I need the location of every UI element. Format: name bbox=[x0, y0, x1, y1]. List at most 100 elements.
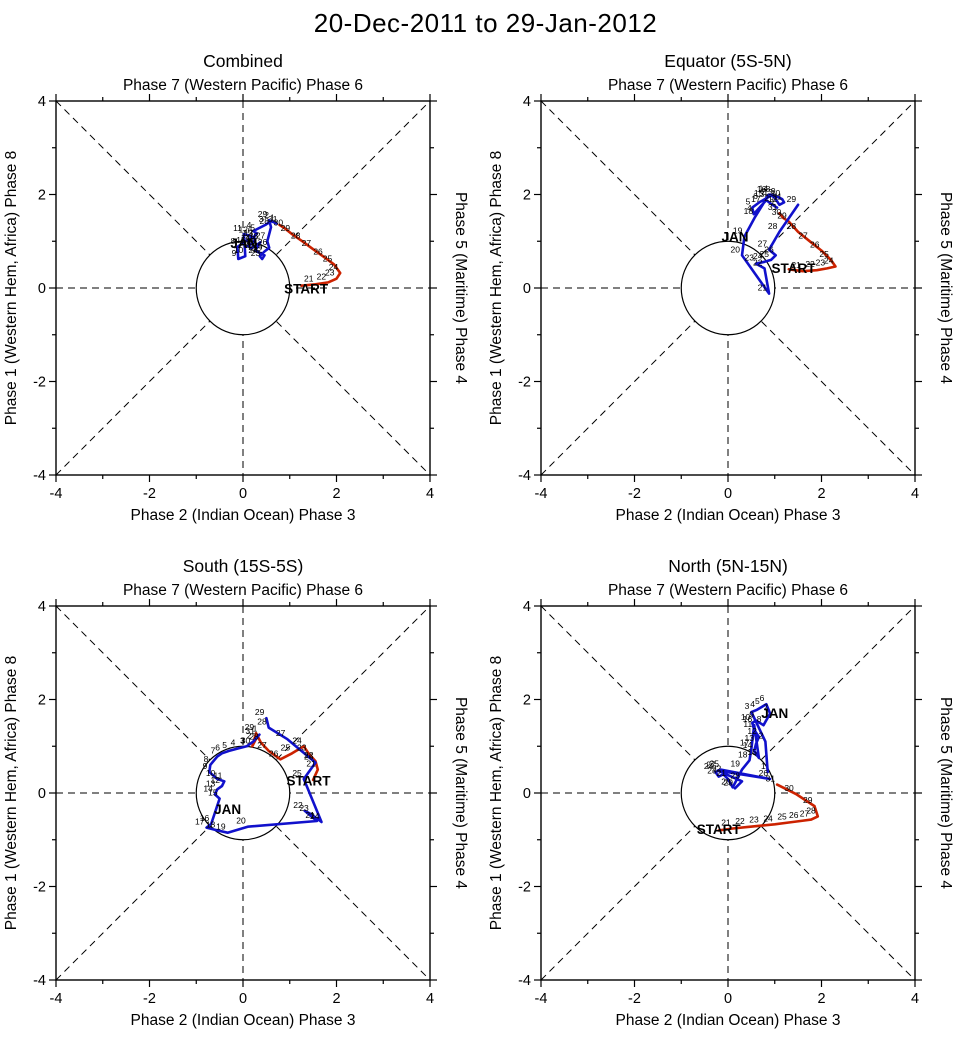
day-label: 29 bbox=[245, 722, 255, 732]
x-tick-label: 2 bbox=[332, 486, 340, 502]
day-label: 22 bbox=[735, 816, 745, 826]
y-tick-label: -4 bbox=[518, 468, 531, 484]
day-label: 14 bbox=[759, 184, 769, 194]
day-label: 21 bbox=[717, 768, 727, 778]
y-tick-label: 4 bbox=[523, 94, 531, 110]
x-tick-label: -2 bbox=[143, 991, 156, 1007]
day-label: 24 bbox=[763, 813, 773, 823]
day-label: 2 bbox=[764, 193, 769, 203]
day-label: 5 bbox=[222, 740, 227, 750]
day-label: 15 bbox=[208, 788, 218, 798]
day-label: 24 bbox=[329, 262, 339, 272]
x-tick-label: 2 bbox=[332, 991, 340, 1007]
panel-title: Combined bbox=[203, 51, 283, 71]
day-label: 1 bbox=[770, 197, 775, 207]
day-label: 4 bbox=[231, 738, 236, 748]
day-label: 28 bbox=[257, 717, 267, 727]
day-label: 27 bbox=[800, 809, 810, 819]
day-label: 26 bbox=[759, 768, 769, 778]
x-tick-label: -4 bbox=[50, 991, 63, 1007]
day-label: 11 bbox=[743, 719, 752, 729]
day-label: 4 bbox=[247, 220, 252, 230]
day-label: 19 bbox=[216, 822, 226, 832]
day-label: 25 bbox=[323, 254, 333, 264]
day-label: 6 bbox=[247, 226, 252, 236]
phase-space-plot: Equator (5S-5N) Phase 7 (Western Pacific)… bbox=[488, 51, 954, 524]
x-tick-label: -2 bbox=[628, 991, 641, 1007]
page-title: 20-Dec-2011 to 29-Jan-2012 bbox=[313, 8, 658, 38]
day-label: 6 bbox=[753, 191, 758, 201]
day-label: 14 bbox=[203, 783, 213, 793]
y-tick-label: 0 bbox=[523, 281, 531, 297]
trajectory-december bbox=[717, 783, 820, 832]
panel-north: North (5N-15N) Phase 7 (Western Pacific) … bbox=[485, 546, 970, 1051]
day-label: 2 bbox=[759, 731, 764, 741]
day-label: 26 bbox=[764, 244, 774, 254]
day-label: 7 bbox=[242, 228, 247, 238]
day-label: 8 bbox=[757, 714, 762, 724]
y-tick-label: -4 bbox=[518, 973, 531, 989]
day-label: 22 bbox=[304, 750, 314, 760]
day-label: 6 bbox=[760, 693, 765, 703]
x-tick-label: -4 bbox=[535, 486, 548, 502]
day-label: 19 bbox=[731, 759, 741, 769]
day-label: 29 bbox=[777, 211, 787, 221]
y-tick-label: 2 bbox=[523, 188, 531, 204]
phase-space-plot: South (15S-5S) Phase 7 (Western Pacific) … bbox=[3, 556, 469, 1029]
day-label: 6 bbox=[215, 742, 220, 752]
right-axis-label: Phase 5 (Maritime) Phase 4 bbox=[452, 192, 469, 384]
day-label: 25 bbox=[760, 249, 770, 259]
day-label: 9 bbox=[749, 710, 754, 720]
y-tick-label: -4 bbox=[33, 973, 46, 989]
day-label: 30 bbox=[241, 735, 251, 745]
y-tick-label: -2 bbox=[518, 375, 531, 391]
day-label: 23 bbox=[325, 268, 335, 278]
x-tick-label: 4 bbox=[911, 991, 919, 1007]
day-label: 21 bbox=[791, 260, 801, 270]
day-label: 12 bbox=[768, 194, 778, 204]
x-tick-label: 2 bbox=[817, 486, 825, 502]
day-label: 18 bbox=[738, 749, 748, 759]
day-label: 26 bbox=[269, 748, 279, 758]
panel-title: South (15S-5S) bbox=[183, 556, 304, 576]
day-label: 21 bbox=[306, 759, 316, 769]
x-tick-label: -2 bbox=[143, 486, 156, 502]
day-label: 28 bbox=[260, 216, 270, 226]
day-label: 24 bbox=[753, 251, 763, 261]
mjo-phase-diagram-page: 20-Dec-2011 to 29-Jan-2012 Combined Phase… bbox=[0, 8, 971, 1051]
day-label: 18 bbox=[744, 206, 754, 216]
x-tick-label: 4 bbox=[426, 991, 434, 1007]
y-tick-label: -2 bbox=[518, 880, 531, 896]
day-label: 29 bbox=[258, 209, 268, 219]
day-label: 19 bbox=[246, 236, 256, 246]
day-label: 21 bbox=[248, 242, 258, 252]
trajectory-january bbox=[714, 702, 772, 790]
day-label: 28 bbox=[731, 770, 741, 780]
day-label: 30 bbox=[772, 207, 782, 217]
day-label: 23 bbox=[745, 253, 755, 263]
day-label: 3 bbox=[745, 701, 750, 711]
day-label: 31 bbox=[766, 774, 776, 784]
day-label: 25 bbox=[710, 759, 720, 769]
unit-circle bbox=[195, 240, 291, 336]
y-tick-label: 0 bbox=[523, 786, 531, 802]
day-label: 30 bbox=[274, 218, 284, 228]
day-label: 26 bbox=[258, 237, 268, 247]
day-label: 10 bbox=[234, 245, 244, 255]
day-label: 4 bbox=[747, 203, 752, 213]
day-label: 28 bbox=[291, 230, 301, 240]
y-tick-label: -2 bbox=[33, 375, 46, 391]
trajectory-january bbox=[205, 716, 323, 835]
x-tick-label: 2 bbox=[817, 991, 825, 1007]
left-axis-label: Phase 1 (Western Hem, Africa) Phase 8 bbox=[3, 151, 20, 426]
day-label: 27 bbox=[706, 760, 716, 770]
day-label: 14 bbox=[241, 233, 251, 243]
day-label: 21 bbox=[758, 283, 768, 293]
day-label: 11 bbox=[233, 223, 242, 233]
day-label: 23 bbox=[749, 815, 759, 825]
trajectory-december bbox=[278, 223, 342, 287]
y-tick-label: -2 bbox=[33, 880, 46, 896]
left-axis-label: Phase 1 (Western Hem, Africa) Phase 8 bbox=[488, 151, 505, 426]
day-label: 17 bbox=[246, 234, 256, 244]
day-label: 21 bbox=[721, 818, 731, 828]
